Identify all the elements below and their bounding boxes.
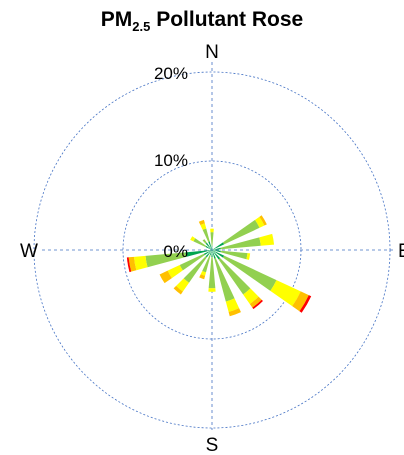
title-main: PM [101, 8, 133, 31]
petal-180-band-1 [209, 257, 216, 288]
ring-label-0: 0% [163, 242, 188, 261]
ring-label-10: 10% [154, 151, 188, 170]
petal-320-band-1 [203, 239, 207, 244]
petals [127, 215, 311, 316]
petal-260-band-0 [185, 250, 212, 257]
compass-south: S [206, 435, 219, 455]
petal-80-band-1 [221, 237, 261, 249]
compass-east: E [398, 241, 404, 262]
petal-180-band-2 [208, 288, 215, 292]
chart-title: PM2.5 Pollutant Rose [101, 8, 303, 34]
compass-west: W [20, 241, 38, 262]
petal-260-band-2 [134, 256, 148, 270]
petal-80-band-2 [259, 234, 274, 246]
polar-grid [34, 62, 395, 430]
petal-0-band-2 [210, 229, 214, 233]
petal-0-band-1 [210, 232, 213, 245]
title-subscript: 2.5 [132, 19, 150, 34]
title-suffix: Pollutant Rose [150, 8, 303, 31]
compass-north: N [205, 42, 219, 63]
ring-label-20: 20% [154, 64, 188, 83]
